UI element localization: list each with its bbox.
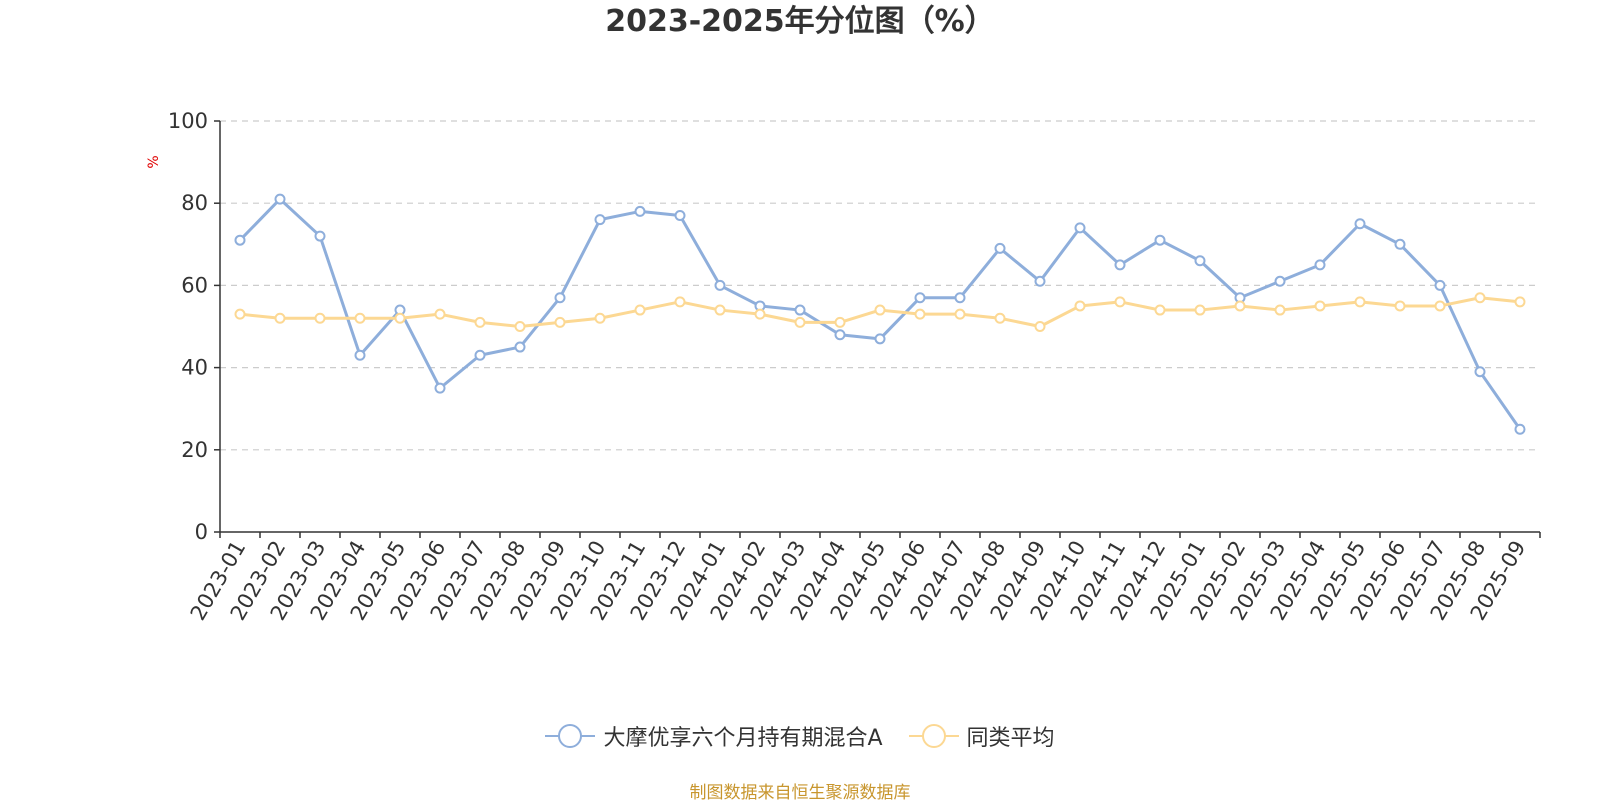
data-point[interactable] — [1074, 300, 1086, 312]
data-point[interactable] — [1034, 275, 1046, 287]
data-point[interactable] — [794, 304, 806, 316]
chart-title: 2023-2025年分位图（%） — [605, 4, 995, 39]
data-point[interactable] — [1394, 238, 1406, 250]
data-point[interactable] — [314, 230, 326, 242]
series-layer — [234, 193, 1526, 435]
data-point[interactable] — [274, 312, 286, 324]
data-point[interactable] — [994, 312, 1006, 324]
data-point[interactable] — [234, 308, 246, 320]
data-point[interactable] — [354, 349, 366, 361]
y-axis-unit-label: % — [146, 155, 162, 168]
data-point[interactable] — [514, 341, 526, 353]
data-point[interactable] — [1074, 222, 1086, 234]
y-tick-label: 0 — [195, 520, 208, 544]
source-note: 制图数据来自恒生聚源数据库 — [689, 783, 911, 803]
y-tick-label: 20 — [181, 438, 208, 462]
data-point[interactable] — [1314, 300, 1326, 312]
data-point[interactable] — [954, 292, 966, 304]
data-point[interactable] — [1234, 300, 1246, 312]
data-point[interactable] — [1194, 255, 1206, 267]
data-point[interactable] — [274, 193, 286, 205]
data-point[interactable] — [1434, 300, 1446, 312]
data-point[interactable] — [594, 214, 606, 226]
data-point[interactable] — [314, 312, 326, 324]
data-point[interactable] — [1354, 218, 1366, 230]
data-point[interactable] — [434, 308, 446, 320]
data-point[interactable] — [554, 316, 566, 328]
data-point[interactable] — [1114, 259, 1126, 271]
legend-marker-icon — [545, 724, 596, 748]
data-point[interactable] — [874, 333, 886, 345]
data-point[interactable] — [674, 210, 686, 222]
data-point[interactable] — [394, 312, 406, 324]
y-tick-label: 60 — [181, 273, 208, 297]
data-point[interactable] — [1394, 300, 1406, 312]
data-point[interactable] — [794, 316, 806, 328]
legend: 大摩优享六个月持有期混合A 同类平均 — [0, 720, 1600, 752]
series-2 — [234, 292, 1526, 332]
data-point[interactable] — [834, 316, 846, 328]
data-point[interactable] — [1514, 423, 1526, 435]
data-point[interactable] — [1314, 259, 1326, 271]
grid-lines — [220, 120, 1540, 451]
data-point[interactable] — [1274, 304, 1286, 316]
data-point[interactable] — [1154, 234, 1166, 246]
data-point[interactable] — [714, 304, 726, 316]
data-point[interactable] — [1274, 275, 1286, 287]
data-point[interactable] — [714, 279, 726, 291]
y-tick-label: 100 — [168, 109, 208, 133]
data-point[interactable] — [914, 308, 926, 320]
data-point[interactable] — [954, 308, 966, 320]
data-point[interactable] — [1474, 366, 1486, 378]
legend-label: 大摩优享六个月持有期混合A — [603, 726, 883, 751]
legend-marker-icon — [908, 724, 959, 748]
data-point[interactable] — [514, 321, 526, 332]
data-point[interactable] — [1034, 321, 1046, 332]
data-point[interactable] — [434, 382, 446, 394]
data-point[interactable] — [1474, 292, 1486, 304]
data-point[interactable] — [354, 312, 366, 324]
data-point[interactable] — [914, 292, 926, 304]
data-point[interactable] — [594, 312, 606, 324]
data-point[interactable] — [474, 349, 486, 361]
legend-item[interactable]: 同类平均 — [908, 720, 1055, 752]
legend-item[interactable]: 大摩优享六个月持有期混合A — [545, 720, 883, 752]
data-point[interactable] — [554, 292, 566, 304]
y-tick-label: 80 — [181, 191, 208, 215]
data-point[interactable] — [1194, 304, 1206, 316]
data-point[interactable] — [674, 296, 686, 308]
data-point[interactable] — [634, 205, 646, 217]
data-point[interactable] — [834, 329, 846, 341]
series-1 — [234, 193, 1526, 435]
axes: 0204060801002023-012023-022023-032023-04… — [168, 109, 1541, 624]
data-point[interactable] — [1114, 296, 1126, 308]
data-point[interactable] — [1434, 279, 1446, 291]
data-point[interactable] — [634, 304, 646, 316]
data-point[interactable] — [874, 304, 886, 316]
data-point[interactable] — [474, 316, 486, 328]
legend-marker-circle — [921, 724, 946, 748]
legend-marker-circle — [558, 724, 583, 748]
data-point[interactable] — [234, 234, 246, 246]
y-tick-label: 40 — [181, 356, 208, 380]
data-point[interactable] — [1154, 304, 1166, 316]
legend-label: 同类平均 — [966, 726, 1055, 751]
data-point[interactable] — [994, 242, 1006, 254]
data-point[interactable] — [754, 308, 766, 320]
data-point[interactable] — [1514, 296, 1526, 308]
data-point[interactable] — [1354, 296, 1366, 308]
